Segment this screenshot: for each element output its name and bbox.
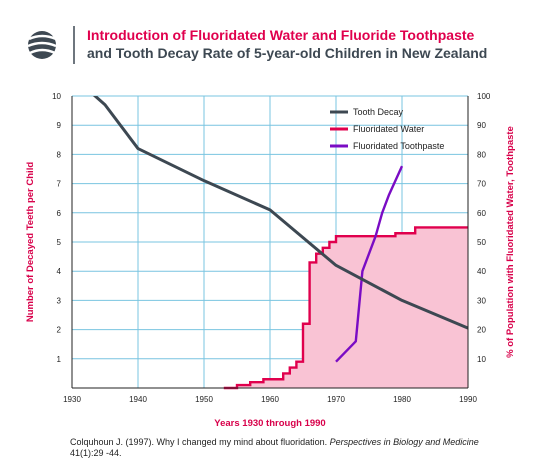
- y-right-tick-label: 30: [477, 296, 486, 305]
- ticks-layer: 1930 1940 1950 1960 1970 1980 1990 1 2 3 4 5 6 7 8 9 10 1…: [52, 92, 491, 404]
- y-right-tick-label: 100: [477, 92, 491, 101]
- y-right-tick-label: 20: [477, 326, 486, 335]
- lines-layer: [92, 96, 468, 390]
- citation-journal: Perspectives in Biology and Medicine: [329, 437, 479, 447]
- tooth-decay-line: [92, 96, 468, 330]
- x-tick-label: 1930: [63, 395, 81, 404]
- legend-tooth-decay-label: Tooth Decay: [353, 107, 404, 117]
- x-tick-label: 1990: [459, 395, 477, 404]
- y-right-tick-label: 60: [477, 209, 486, 218]
- y-left-tick-label: 9: [57, 121, 62, 130]
- x-tick-label: 1960: [261, 395, 279, 404]
- y-right-tick-label: 50: [477, 238, 486, 247]
- legend-fluoridated-water-label: Fluoridated Water: [353, 124, 424, 134]
- y-left-tick-label: 8: [57, 150, 62, 159]
- y-left-tick-label: 1: [57, 355, 62, 364]
- y-left-tick-label: 6: [57, 209, 62, 218]
- citation-text: Colquhoun J. (1997). Why I changed my mi…: [70, 437, 330, 447]
- water-area-layer: [223, 227, 468, 388]
- y-right-tick-label: 90: [477, 121, 486, 130]
- citation: Colquhoun J. (1997). Why I changed my mi…: [70, 437, 510, 459]
- y-right-tick-label: 40: [477, 267, 486, 276]
- fluoridated-water-area: [223, 227, 468, 388]
- axes-layer: [71, 96, 469, 389]
- chart-title-line1: Introduction of Fluoridated Water and Fl…: [87, 27, 475, 43]
- y-right-tick-label: 80: [477, 150, 486, 159]
- fluoridated-toothpaste-line: [335, 165, 404, 363]
- x-tick-label: 1970: [327, 395, 345, 404]
- legend: Tooth Decay Fluoridated Water Fluoridated …: [330, 107, 444, 151]
- y-left-tick-label: 5: [57, 238, 62, 247]
- y-left-tick-label: 10: [52, 92, 61, 101]
- y-left-tick-label: 2: [57, 326, 62, 335]
- y-left-tick-label: 7: [57, 180, 62, 189]
- x-axis-label: Years 1930 through 1990: [214, 418, 325, 429]
- y-axis-left-label: Number of Decayed Teeth per Child: [25, 162, 36, 322]
- y-right-tick-label: 10: [477, 355, 486, 364]
- y-left-tick-label: 3: [57, 296, 62, 305]
- y-left-tick-label: 4: [57, 267, 62, 276]
- x-tick-label: 1950: [195, 395, 213, 404]
- logo-icon: [27, 31, 57, 59]
- y-axis-right-label: % of Population with Fluoridated Water, …: [505, 126, 516, 358]
- chart-title-line2: and Tooth Decay Rate of 5-year-old Child…: [87, 45, 487, 61]
- x-tick-label: 1980: [393, 395, 411, 404]
- citation-pages: 41(1):29 -44.: [70, 448, 122, 458]
- x-tick-label: 1940: [129, 395, 147, 404]
- fluoridated-water-line: [223, 226, 468, 390]
- y-right-tick-label: 70: [477, 180, 486, 189]
- legend-fluoridated-toothpaste-label: Fluoridated Toothpaste: [353, 141, 444, 151]
